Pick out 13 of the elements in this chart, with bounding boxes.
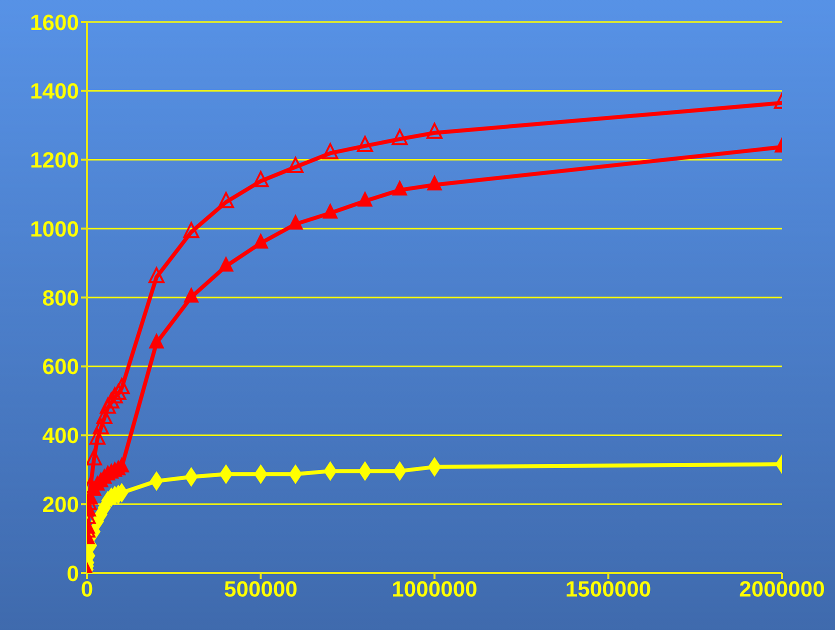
x-tick-label: 1500000 (565, 576, 652, 602)
x-tick-label: 500000 (224, 576, 298, 602)
y-tick-label: 400 (42, 423, 79, 448)
y-tick-label: 200 (42, 492, 79, 517)
y-tick-label: 1000 (30, 216, 79, 242)
y-tick-label: 800 (42, 285, 79, 310)
y-tick-label: 600 (42, 354, 79, 380)
y-tick-label: 1600 (30, 10, 79, 35)
y-tick-label: 0 (66, 560, 79, 586)
x-tick-label: 2000000 (739, 576, 825, 602)
y-tick-label: 1400 (30, 78, 79, 104)
x-tick-label: 1000000 (392, 576, 478, 602)
y-tick-label: 1200 (30, 148, 79, 173)
